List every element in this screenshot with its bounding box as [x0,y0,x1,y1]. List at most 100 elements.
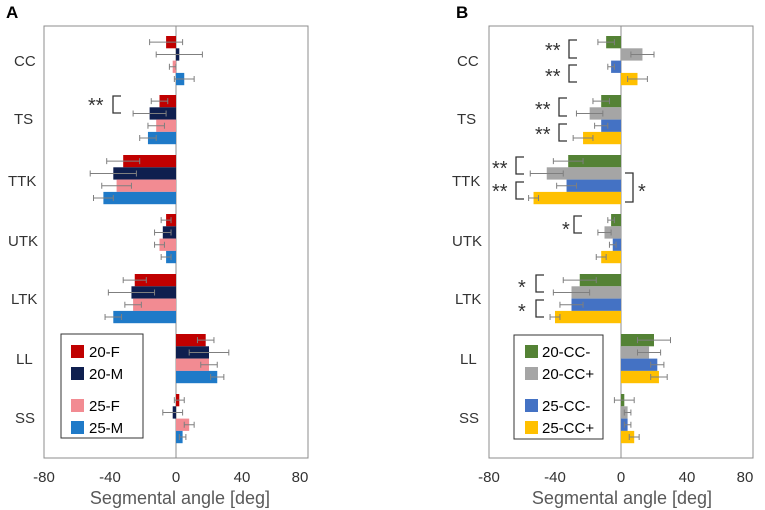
x-tick-label: -80 [478,469,500,486]
error-bar-ll-25-cc-plus [650,374,668,381]
legend-swatch-25-cc-minus [525,399,538,412]
bar-utk-25-f [159,238,176,251]
category-label-ts: TS [14,111,33,128]
error-bar-ltk-20-f [122,277,147,284]
panel-a-category-labels: CC TS TTK UTK LTK LL SS [8,53,38,427]
legend-swatch-20-f [71,345,84,358]
x-tick-label: -40 [544,469,566,486]
error-bar-utk-20-f [160,217,172,224]
error-bar-cc-20-cc-minus [597,39,615,46]
legend-swatch-20-cc-minus [525,345,538,358]
error-bar-utk-25-f [154,241,165,248]
error-bar-utk-25-cc-plus [595,254,607,261]
x-tick-label: 40 [679,469,696,486]
x-tick-label: 0 [172,469,180,486]
error-bar-cc-25-f [168,63,177,70]
legend-label-20-m: 20-M [89,366,123,383]
bar-ltk-25-cc-minus [571,298,621,311]
significance-bracket [558,97,567,117]
significance-marker: ** [88,95,104,117]
error-bar-ss-25-m [178,434,187,441]
error-bar-cc-25-cc-plus [627,76,648,83]
legend-label-20-f: 20-F [89,344,120,361]
bar-ttk-20-f [123,155,176,168]
bar-cc-25-cc-minus [611,60,621,73]
category-label-ttk: TTK [8,173,36,190]
error-bar-ll-20-m [188,349,230,356]
error-bar-ss-25-f [183,421,195,428]
bar-utk-20-cc-minus [611,214,621,227]
bar-ltk-20-cc-minus [579,274,621,287]
x-tick-label: -40 [99,469,121,486]
significance-marker: * [518,277,526,299]
error-bar-ts-25-cc-minus [594,122,609,129]
panel-b-bars [533,36,659,444]
error-bar-ll-20-f [196,337,215,344]
error-bar-utk-20-m [154,229,172,236]
category-label-ts: TS [457,111,476,128]
panel-a-x-axis-title: Segmental angle [deg] [90,488,270,508]
panel-b-x-axis-title: Segmental angle [deg] [532,488,712,508]
x-tick-label: 80 [292,469,309,486]
error-bar-ttk-25-cc-plus [528,195,539,202]
bar-ttk-25-cc-plus [533,191,621,205]
bar-ts-25-m [147,131,176,145]
error-bar-ss-25-cc-plus [628,434,640,441]
significance-marker: * [518,301,526,323]
error-bar-ll-25-f [200,361,218,368]
legend-swatch-20-cc-plus [525,367,538,380]
significance-marker: ** [492,158,508,180]
significance-marker: ** [535,99,551,121]
legend-label-20-cc-minus: 20-CC- [542,344,590,361]
panel-a-error-bars [89,39,230,441]
error-bar-ts-20-f [150,98,169,105]
error-bar-ss-25-cc-minus [623,421,632,428]
significance-bracket [535,299,544,318]
significance-bracket [568,39,577,59]
bar-ll-25-cc-minus [621,358,658,371]
bar-ts-20-cc-plus [589,107,621,120]
bar-ttk-25-f [116,179,176,192]
panel-a-legend: 20-F 20-M 25-F 25-M [60,333,144,439]
bar-ts-25-cc-plus [583,131,621,145]
bar-ll-25-f [176,358,209,371]
x-tick-label: -80 [33,469,55,486]
bar-ltk-20-cc-plus [571,286,621,299]
bar-ll-25-cc-plus [621,370,659,384]
bar-ts-25-f [156,119,176,132]
significance-marker: ** [545,40,561,62]
bar-ts-20-cc-minus [601,95,621,108]
error-bar-ltk-20-m [107,289,156,296]
error-bar-ll-20-cc-plus [637,349,662,356]
error-bar-ts-25-m [139,135,157,142]
significance-marker: * [638,181,646,203]
legend-label-25-f: 25-F [89,398,120,415]
error-bar-cc-25-m [173,76,195,83]
bar-ll-20-cc-plus [621,346,650,359]
error-bar-ltk-25-cc-plus [549,314,561,321]
error-bar-ttk-25-cc-minus [556,182,577,189]
error-bar-utk-20-cc-plus [597,229,612,236]
error-bar-utk-20-cc-minus [607,217,615,224]
significance-marker: ** [492,181,508,203]
significance-bracket [625,172,634,203]
legend-swatch-25-cc-plus [525,421,538,434]
error-bar-utk-25-m [160,254,172,261]
panel-b: B CC TS TTK UTK LTK LL SS -80 -40 0 40 8… [452,3,754,508]
significance-bracket [558,123,567,142]
error-bar-ts-25-f [147,122,165,129]
panel-a: A CC TS TTK UTK LTK LL SS -80 -40 0 40 8… [6,3,309,508]
significance-bracket [515,181,524,200]
error-bar-ltk-20-cc-plus [552,289,591,296]
significance-marker: ** [535,124,551,146]
panel-b-error-bars [528,39,671,441]
panel-a-significance: ** [88,95,121,117]
bar-ll-25-m [176,370,218,384]
error-bar-ll-20-cc-minus [637,337,671,344]
legend-label-25-cc-minus: 25-CC- [542,398,590,415]
panel-b-letter: B [456,3,468,22]
error-bar-ttk-20-m [89,170,137,177]
error-bar-ttk-25-f [101,182,132,189]
legend-label-25-cc-plus: 25-CC+ [542,420,594,437]
